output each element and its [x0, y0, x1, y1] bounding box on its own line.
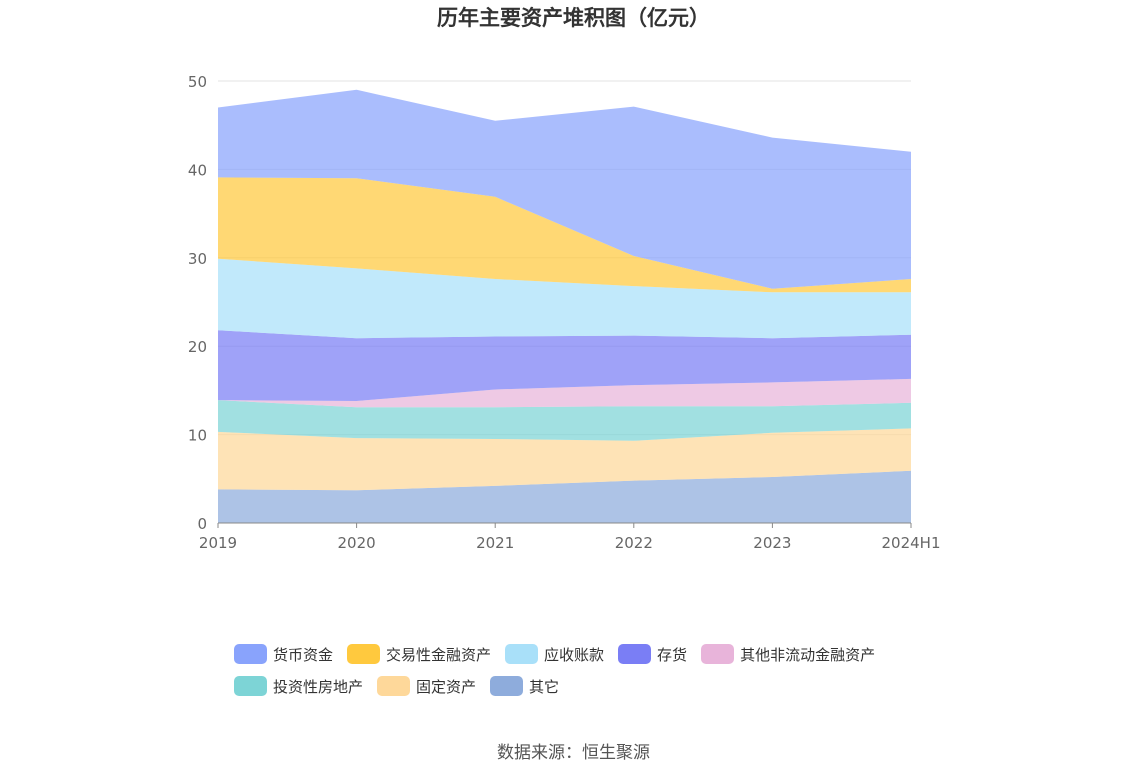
- area-series: [218, 89, 911, 523]
- legend-swatch: [234, 676, 267, 696]
- area-series-投资性房地产: [218, 400, 911, 441]
- legend-label: 其他非流动金融资产: [740, 645, 876, 664]
- legend-swatch: [701, 644, 735, 664]
- area-series-其他非流动金融资产: [218, 378, 911, 408]
- legend-swatch: [505, 644, 539, 664]
- legend-row-2: 投资性房地产 固定资产 其它: [234, 670, 954, 702]
- legend-item[interactable]: 存货: [618, 644, 687, 665]
- legend-swatch: [234, 644, 267, 664]
- chart-title: 历年主要资产堆积图（亿元）: [437, 6, 710, 30]
- legend-label: 应收账款: [544, 645, 605, 664]
- y-tick-label: 20: [188, 338, 207, 356]
- legend-swatch: [377, 676, 411, 696]
- axes: 0 10 20 30 40 50 2019 2020 2021 2022 2023 2024H1: [188, 73, 941, 552]
- x-tick-label: 2021: [476, 534, 514, 552]
- legend-label: 存货: [657, 645, 688, 664]
- legend-swatch: [490, 676, 524, 696]
- legend-item[interactable]: 其他非流动金融资产: [701, 644, 875, 665]
- legend-item[interactable]: 应收账款: [505, 644, 604, 665]
- stacked-area-chart: 0 10 20 30 40 50 2019 2020 2021 2022 2023 2024H1: [188, 73, 941, 552]
- y-tick-label: 30: [188, 250, 207, 268]
- legend-label: 固定资产: [416, 677, 477, 696]
- data-source-note: 数据来源：恒生聚源: [497, 743, 650, 763]
- y-tick-label: 10: [188, 427, 207, 445]
- y-tick-label: 40: [188, 161, 207, 179]
- legend-item[interactable]: 交易性金融资产: [347, 644, 491, 665]
- area-series-货币资金: [218, 89, 911, 289]
- legend-label: 投资性房地产: [273, 677, 364, 696]
- legend-swatch: [347, 644, 381, 664]
- legend-item[interactable]: 投资性房地产: [234, 676, 363, 697]
- x-tick-label: 2023: [753, 534, 791, 552]
- x-tick-label: 2024H1: [882, 534, 941, 552]
- area-series-固定资产: [218, 428, 911, 491]
- x-tick-label: 2019: [199, 534, 237, 552]
- area-series-其它: [218, 470, 911, 523]
- legend-item[interactable]: 固定资产: [377, 676, 476, 697]
- legend-label: 其它: [529, 677, 560, 696]
- area-series-交易性金融资产: [218, 177, 911, 293]
- legend-row-1: 货币资金 交易性金融资产 应收账款 存货 其他非流动金融资产: [234, 638, 954, 670]
- x-tick-label: 2022: [615, 534, 653, 552]
- legend-label: 交易性金融资产: [386, 645, 492, 664]
- area-series-应收账款: [218, 258, 911, 339]
- legend-label: 货币资金: [273, 645, 334, 664]
- legend-swatch: [618, 644, 652, 664]
- y-tick-label: 0: [197, 515, 207, 533]
- y-tick-label: 50: [188, 73, 207, 91]
- x-tick-label: 2020: [338, 534, 376, 552]
- legend: 货币资金 交易性金融资产 应收账款 存货 其他非流动金融资产 投资性房地产 固定…: [234, 638, 954, 702]
- legend-item[interactable]: 货币资金: [234, 644, 333, 665]
- legend-item[interactable]: 其它: [490, 676, 559, 697]
- area-series-存货: [218, 330, 911, 401]
